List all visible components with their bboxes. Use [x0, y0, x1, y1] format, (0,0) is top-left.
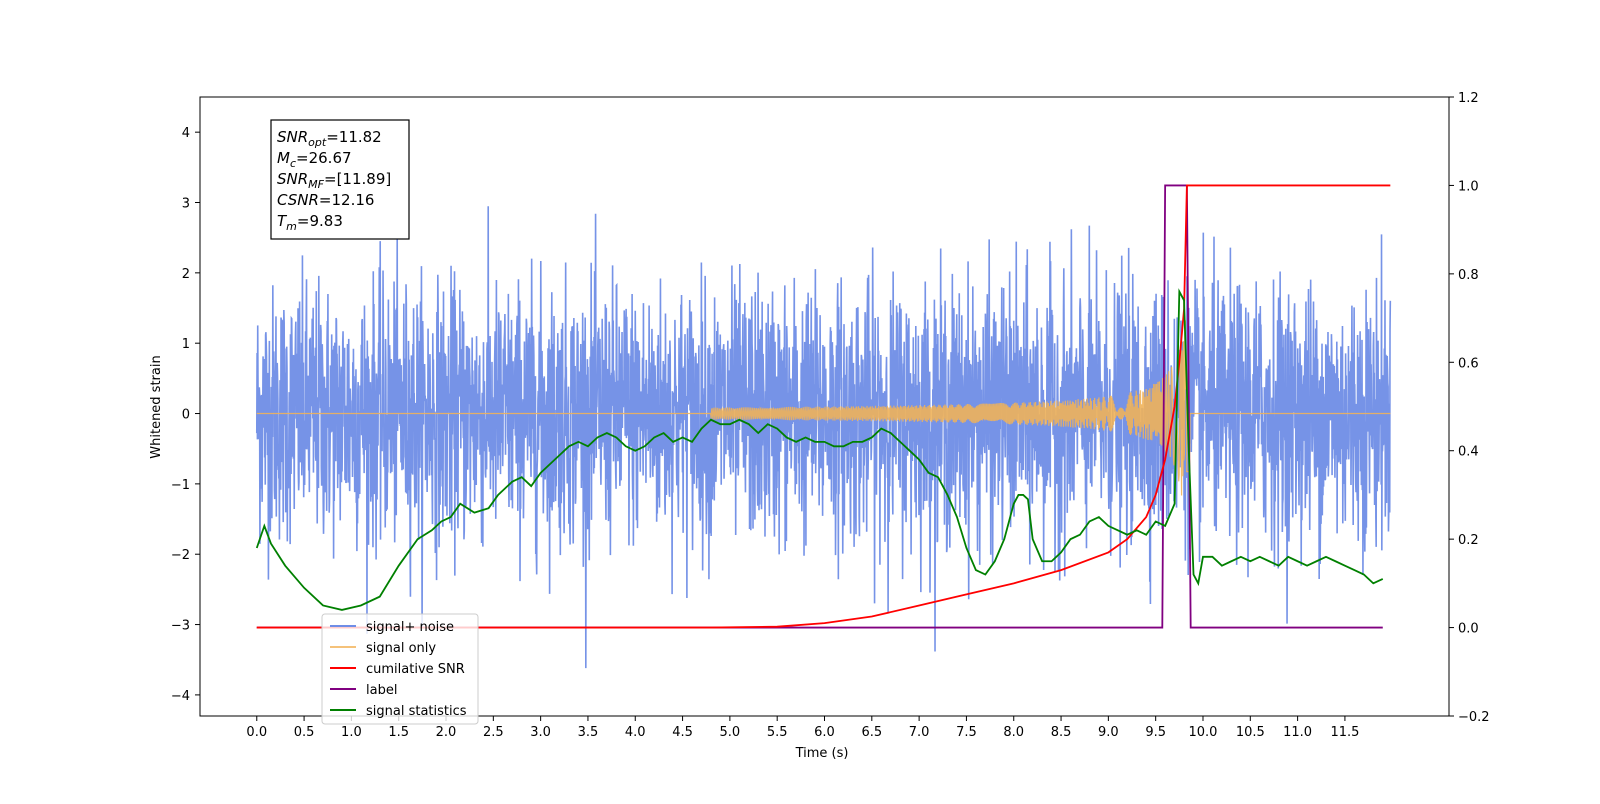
x-tick-label: 10.5 [1236, 725, 1265, 740]
x-tick-label: 3.0 [530, 725, 551, 740]
x-tick-label: 2.0 [436, 725, 457, 740]
x-tick-label: 5.0 [720, 725, 741, 740]
y-tick-label: 2 [182, 267, 190, 282]
series-label [256, 184, 1383, 629]
y-tick-label: 3 [182, 197, 190, 212]
x-tick-label: 8.0 [1003, 725, 1024, 740]
x-tick-label: 9.5 [1145, 725, 1166, 740]
x-tick-label: 6.5 [861, 725, 882, 740]
x-tick-label: 1.5 [388, 725, 409, 740]
annotation-line: SNRMF=[11.89] [277, 170, 391, 191]
legend: signal+ noise signal only cumilative SNR la… [321, 613, 479, 725]
y2-tick-label: 0.0 [1458, 622, 1479, 637]
y-tick-label: −4 [171, 689, 190, 704]
y2-tick-label: 1.0 [1458, 179, 1479, 194]
series-cumulative-snr [256, 184, 1391, 629]
x-tick-label: 11.0 [1283, 725, 1312, 740]
y-axis-label: Whitened strain [149, 355, 164, 458]
x-tick-label: 1.0 [341, 725, 362, 740]
noise-line [255, 206, 1392, 669]
x-tick-label: 11.5 [1330, 725, 1359, 740]
x-tick-label: 3.5 [578, 725, 599, 740]
label-line [256, 184, 1383, 629]
x-tick-label: 0.5 [294, 725, 315, 740]
legend-label: signal only [366, 641, 436, 656]
legend-label: cumilative SNR [366, 662, 465, 677]
annotation-line: Tm=9.83 [277, 212, 343, 233]
y-tick-label: −1 [171, 478, 190, 493]
series-signal-only [256, 320, 1391, 496]
x-tick-label: 4.5 [672, 725, 693, 740]
annotation-box: SNRopt=11.82Mc=26.67SNRMF=[11.89]CSNR=12… [270, 119, 410, 240]
x-axis: 0.0 0.5 1.0 1.5 2.0 2.5 3.0 3.5 4.0 4.5 5.0 5.5 6.0 6… [246, 716, 1359, 740]
series-signal-statistics [255, 288, 1384, 611]
y-tick-label: −2 [171, 548, 190, 563]
x-tick-label: 4.0 [625, 725, 646, 740]
legend-frame [321, 613, 479, 725]
y-axis-right: 1.2 1.0 0.8 0.6 0.4 0.2 0.0 −0.2 [1449, 91, 1490, 725]
y2-tick-label: 1.2 [1458, 91, 1479, 106]
legend-label: label [366, 683, 397, 698]
y-tick-label: 1 [182, 337, 190, 352]
x-tick-label: 0.0 [246, 725, 267, 740]
x-tick-label: 6.0 [814, 725, 835, 740]
y-tick-label: 0 [182, 408, 190, 423]
legend-label: signal+ noise [366, 620, 454, 635]
y2-tick-label: 0.6 [1458, 356, 1479, 371]
x-tick-label: 7.0 [909, 725, 930, 740]
x-tick-label: 9.0 [1098, 725, 1119, 740]
y2-tick-label: 0.2 [1458, 533, 1479, 548]
csnr-line [256, 184, 1391, 629]
annotation-line: CSNR=12.16 [277, 191, 374, 209]
annotation-frame [270, 119, 410, 240]
y-tick-label: −3 [171, 619, 190, 634]
y2-tick-label: 0.4 [1458, 445, 1479, 460]
x-tick-label: 10.0 [1189, 725, 1218, 740]
x-tick-label: 8.5 [1051, 725, 1072, 740]
x-axis-label: Time (s) [795, 746, 849, 761]
x-tick-label: 7.5 [956, 725, 977, 740]
y2-tick-label: 0.8 [1458, 268, 1479, 283]
series-signal-plus-noise [255, 206, 1392, 669]
y-tick-label: 4 [182, 126, 190, 141]
legend-label: signal statistics [366, 704, 467, 719]
stats-line [255, 288, 1384, 611]
x-tick-label: 5.5 [767, 725, 788, 740]
x-tick-label: 2.5 [483, 725, 504, 740]
y-axis-left: 4 3 2 1 0 −1 −2 −3 −4 [171, 126, 200, 704]
y2-tick-label: −0.2 [1458, 710, 1490, 725]
signal-line [256, 320, 1391, 496]
annotation-line: SNRopt=11.82 [277, 128, 382, 149]
annotation-line: Mc=26.67 [277, 149, 352, 170]
